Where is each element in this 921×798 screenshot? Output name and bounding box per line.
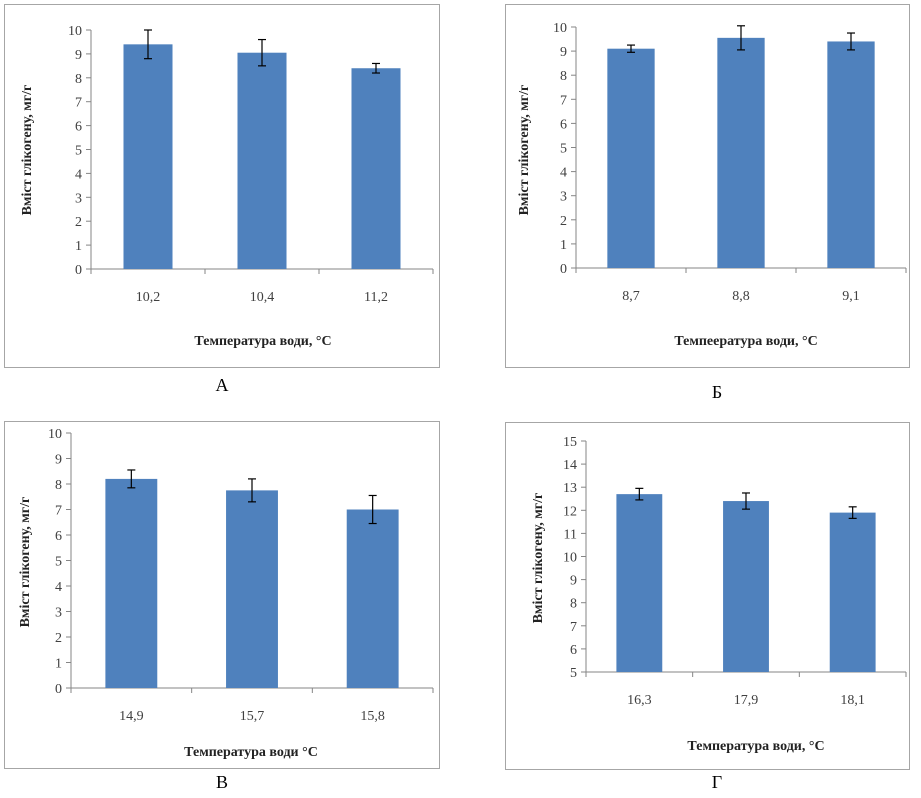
y-tick-label: 2 xyxy=(560,214,567,229)
y-tick-label: 8 xyxy=(75,72,82,87)
y-tick-label: 5 xyxy=(570,666,577,681)
x-axis-title: Температура води, °С xyxy=(194,334,331,349)
y-tick-label: 6 xyxy=(55,529,62,544)
bar xyxy=(346,509,399,688)
y-tick-label: 5 xyxy=(560,142,567,157)
y-tick-label: 7 xyxy=(75,96,82,111)
x-tick-label: 14,9 xyxy=(119,709,144,724)
y-tick-label: 6 xyxy=(570,643,577,658)
y-tick-label: 0 xyxy=(75,263,82,278)
bar xyxy=(237,52,287,269)
y-tick-label: 3 xyxy=(55,606,62,621)
chart-panel-c: 0 1 2 3 4 5 6 7 8 9 10 14,9 15,7 15,8 Температура води… xyxy=(4,421,440,769)
y-tick-label: 10 xyxy=(563,551,577,566)
y-tick-label: 15 xyxy=(563,435,577,450)
bar xyxy=(607,48,655,268)
y-axis-title: Вміст глікогену, мг/г xyxy=(531,493,546,624)
x-tick-label: 11,2 xyxy=(364,290,388,305)
bar xyxy=(827,41,875,269)
x-axis-title: Температура води, °С xyxy=(687,739,824,754)
x-tick-label: 15,7 xyxy=(240,709,265,724)
y-tick-label: 13 xyxy=(563,481,577,496)
x-tick-label: 17,9 xyxy=(734,693,759,708)
y-tick-label: 8 xyxy=(55,478,62,493)
bar xyxy=(123,44,173,270)
chart-caption-a: А xyxy=(215,375,229,395)
y-tick-label: 2 xyxy=(55,631,62,646)
y-tick-label: 7 xyxy=(570,620,577,635)
x-tick-label: 16,3 xyxy=(627,693,652,708)
y-tick-label: 10 xyxy=(48,427,62,442)
bar xyxy=(616,494,663,672)
y-tick-label: 11 xyxy=(564,527,577,542)
bar xyxy=(105,478,158,688)
y-tick-label: 8 xyxy=(570,597,577,612)
chart-svg-c: 0 1 2 3 4 5 6 7 8 9 10 14,9 15,7 15,8 Температура води… xyxy=(18,427,434,760)
y-tick-label: 9 xyxy=(75,48,82,63)
chart-svg-d: 5 6 7 8 9 10 11 12 13 14 15 16,3 17,9 18,1 Температура… xyxy=(531,435,907,754)
y-tick-label: 2 xyxy=(75,215,82,230)
y-tick-label: 1 xyxy=(55,657,62,672)
x-tick-label: 18,1 xyxy=(840,693,865,708)
y-tick-label: 0 xyxy=(55,682,62,697)
y-tick-label: 5 xyxy=(55,555,62,570)
x-tick-label: 10,4 xyxy=(250,290,275,305)
y-tick-label: 0 xyxy=(560,262,567,277)
bar xyxy=(351,68,401,269)
chart-panel-b: 0 1 2 3 4 5 6 7 8 9 10 8,7 8,8 9,1 Темпеература води, … xyxy=(505,4,910,368)
y-tick-label: 1 xyxy=(560,238,567,253)
y-tick-label: 10 xyxy=(553,21,567,36)
bar xyxy=(829,512,876,672)
x-tick-label: 9,1 xyxy=(842,289,860,304)
y-tick-label: 9 xyxy=(560,45,567,60)
y-tick-label: 6 xyxy=(560,117,567,132)
y-tick-label: 7 xyxy=(55,504,62,519)
y-tick-label: 7 xyxy=(560,93,567,108)
bar xyxy=(717,37,765,268)
y-tick-label: 3 xyxy=(560,190,567,205)
bar xyxy=(723,501,769,672)
y-tick-label: 9 xyxy=(570,574,577,589)
y-tick-label: 12 xyxy=(563,504,577,519)
chart-panel-d: 5 6 7 8 9 10 11 12 13 14 15 16,3 17,9 18,1 Температура… xyxy=(505,422,910,770)
x-tick-label: 10,2 xyxy=(136,290,161,305)
x-tick-label: 15,8 xyxy=(360,709,385,724)
x-axis-title: Темпеература води, °С xyxy=(674,334,817,349)
y-tick-label: 4 xyxy=(560,166,567,181)
x-tick-label: 8,7 xyxy=(622,289,640,304)
y-axis-title: Вміст глікогену, мг/г xyxy=(517,85,532,216)
y-tick-label: 14 xyxy=(563,458,577,473)
y-axis-title: Вміст глікогену, мг/г xyxy=(18,497,33,628)
y-tick-label: 6 xyxy=(75,120,82,135)
x-tick-label: 8,8 xyxy=(732,289,750,304)
y-tick-label: 9 xyxy=(55,453,62,468)
chart-caption-c: В xyxy=(215,772,228,792)
y-tick-label: 8 xyxy=(560,69,567,84)
chart-panel-a: 0 1 2 3 4 5 6 7 8 9 10 10,2 10,4 11,2 Температура води… xyxy=(4,4,440,368)
chart-svg-a: 0 1 2 3 4 5 6 7 8 9 10 10,2 10,4 11,2 Температура води… xyxy=(20,24,434,349)
y-tick-label: 5 xyxy=(75,144,82,159)
x-axis-title: Температура води °С xyxy=(184,745,318,760)
y-tick-label: 1 xyxy=(75,239,82,254)
chart-caption-d: Г xyxy=(711,772,723,792)
y-tick-label: 10 xyxy=(68,24,82,39)
y-tick-label: 4 xyxy=(55,580,62,595)
y-tick-label: 4 xyxy=(75,167,82,182)
chart-caption-b: Б xyxy=(711,382,723,402)
bar xyxy=(226,490,278,688)
y-axis-title: Вміст глікогену, мг/г xyxy=(20,85,35,216)
y-tick-label: 3 xyxy=(75,191,82,206)
chart-svg-b: 0 1 2 3 4 5 6 7 8 9 10 8,7 8,8 9,1 Темпеература води, … xyxy=(517,21,907,349)
